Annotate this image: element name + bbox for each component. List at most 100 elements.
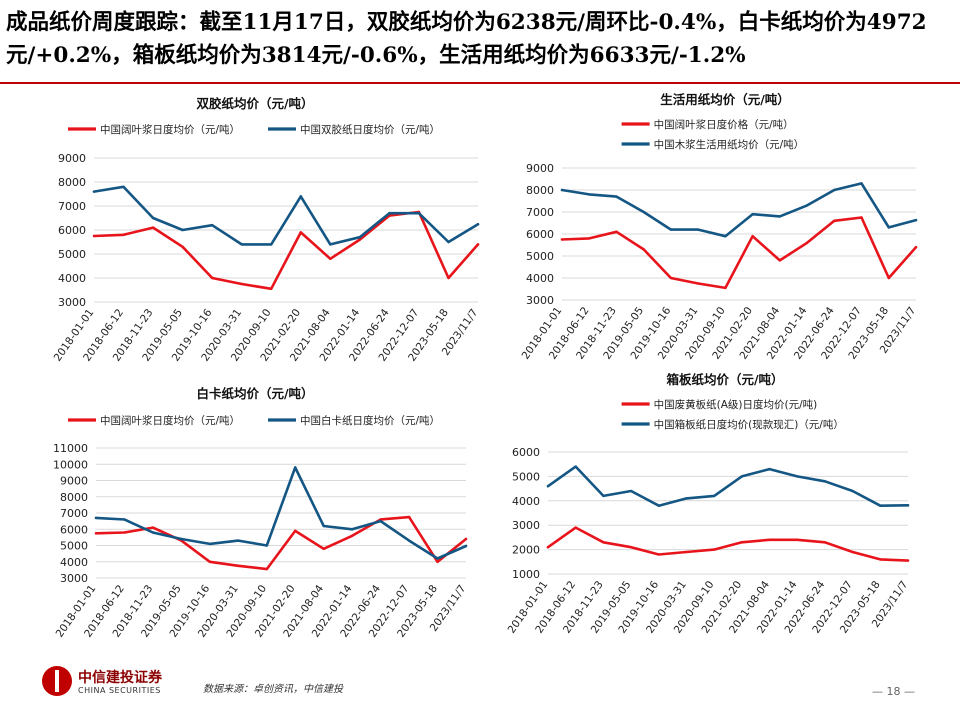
data-point [685,550,688,554]
y-tick-label: 7000 [60,507,88,520]
chart-tissue-paper: 生活用纸均价（元/吨） 中国阔叶浆日度价格（元/吨） 中国木浆生活用纸均价（元/吨）… [520,92,919,362]
data-point [299,195,302,198]
y-tick-label: 7000 [58,200,86,213]
data-point [669,228,673,231]
y-tick-label: 6000 [58,224,86,237]
data-point [208,560,212,563]
y-tick-label: 7000 [526,206,554,219]
data-point [833,219,836,222]
y-tick-label: 3000 [526,294,554,307]
data-point [322,524,325,528]
data-point [768,538,771,542]
data-point [642,248,645,251]
data-point [122,185,125,188]
chart-title: 双胶纸均价（元/吨） [195,96,313,111]
data-point [270,287,273,290]
series-line [560,216,918,290]
data-point [350,528,354,531]
data-point [768,467,771,471]
headline-divider [0,82,960,84]
data-point [210,224,214,227]
data-point [92,234,96,238]
series-line [92,185,480,246]
data-point [181,228,184,232]
data-point [879,504,882,507]
series-line [94,466,468,560]
data-source-note: 数据来源：卓创资讯，中信建投 [203,684,343,695]
data-point [294,529,297,533]
data-point [906,559,910,562]
y-tick-label: 9000 [60,475,88,488]
data-point [724,286,727,290]
series-line [92,210,480,291]
data-point [751,213,754,216]
data-point [240,243,243,246]
data-point [476,223,480,226]
data-point [712,494,716,498]
legend-label: 中国阔叶浆日度均价（元/吨） [100,123,240,136]
y-tick-label: 5000 [58,248,86,261]
y-tick-label: 5000 [512,470,540,483]
data-point [151,526,155,529]
data-point [588,193,591,196]
y-tick-label: 4000 [526,272,554,285]
data-point [464,544,468,548]
y-tick-label: 6000 [60,523,88,536]
y-tick-label: 4000 [512,495,540,508]
data-point [796,538,799,542]
data-point [546,484,550,488]
data-point [180,537,183,541]
legend-label: 中国木浆生活用纸均价（元/吨） [654,138,805,151]
data-point [436,560,439,563]
data-point [329,257,332,260]
legend-label: 中国废黄板纸(A级)日度均价(元/吨) [654,398,818,411]
y-tick-label: 3000 [512,519,540,532]
data-point [615,195,618,198]
data-point [851,489,854,493]
legend-label: 中国阔叶浆日度价格（元/吨） [654,118,794,131]
y-tick-label: 6000 [526,228,554,241]
data-point [860,216,863,219]
data-point [657,553,660,556]
data-point [805,241,809,244]
page-number: — 18 — [872,685,915,698]
data-point [265,567,268,571]
chart-title: 箱板纸均价（元/吨） [666,372,783,387]
y-tick-label: 2000 [512,544,540,557]
series-line [546,465,910,507]
logo-text-en: CHINA SECURITIES [78,686,161,695]
data-point [546,545,550,549]
data-point [778,259,782,262]
logo-mark-icon [42,666,72,696]
data-point [388,212,391,215]
y-tick-label: 10000 [53,458,88,471]
data-point [574,465,577,468]
y-tick-label: 3000 [60,572,88,585]
data-point [560,238,564,241]
data-point [642,210,645,214]
data-point [740,475,744,478]
data-point [240,282,243,286]
data-point [123,518,126,521]
data-point [751,235,754,238]
page-headline: 成品纸价周度跟踪：截至11月17日，双胶纸均价为6238元/周环比-0.4%，白… [6,10,927,68]
data-point [210,276,214,280]
data-point [778,215,782,218]
data-point [123,531,126,534]
y-tick-label: 11000 [53,442,88,455]
data-point [181,245,184,248]
data-point [208,542,212,546]
data-point [94,532,98,535]
data-point [407,539,411,542]
data-point [94,516,98,520]
data-point [588,237,591,240]
data-point [712,548,716,551]
data-point [833,188,836,192]
data-point [629,545,633,549]
data-point [322,547,325,550]
data-point [879,558,882,561]
data-point [906,504,910,507]
y-tick-label: 9000 [58,152,86,165]
data-point [887,226,890,229]
data-point [407,515,411,519]
